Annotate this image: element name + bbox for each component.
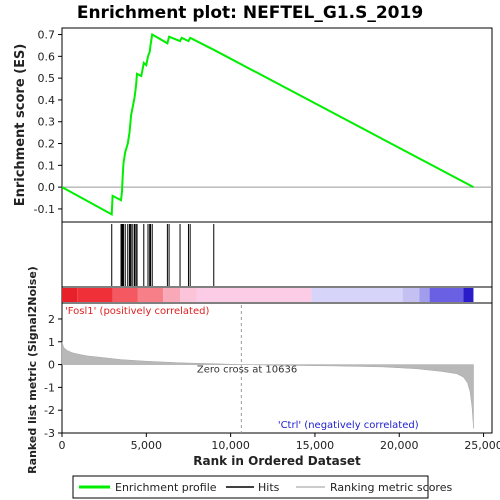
rank-bar-segment bbox=[311, 288, 403, 302]
x-tick-label: 20,000 bbox=[380, 439, 419, 452]
x-tick-label: 25,000 bbox=[464, 439, 500, 452]
metric-y-tick-label: -1 bbox=[44, 381, 55, 394]
es-y-tick-label: 0.3 bbox=[38, 116, 56, 129]
x-tick-label: 15,000 bbox=[296, 439, 335, 452]
es-y-tick-label: 0.1 bbox=[38, 159, 56, 172]
es-y-tick-label: 0.0 bbox=[38, 181, 56, 194]
rank-bar-segment bbox=[137, 288, 164, 302]
rank-bar-segment bbox=[429, 288, 464, 302]
rank-bar-segment bbox=[163, 288, 181, 302]
legend-enrichment-label: Enrichment profile bbox=[115, 481, 217, 494]
rank-bar-panel bbox=[61, 286, 493, 304]
negative-label: 'Ctrl' (negatively correlated) bbox=[278, 420, 419, 431]
es-panel: -0.1 0.0 0.1 0.2 0.3 0.4 0.5 0.6 0.7 bbox=[34, 27, 493, 223]
metric-y-tick-label: -3 bbox=[44, 427, 55, 440]
legend-hits-label: Hits bbox=[258, 481, 280, 494]
x-axis-label: Rank in Ordered Dataset bbox=[193, 454, 361, 468]
rank-bar-segment bbox=[112, 288, 138, 302]
legend-ranking-label: Ranking metric scores bbox=[330, 481, 452, 494]
x-tick-label: 0 bbox=[59, 439, 66, 452]
hits-panel bbox=[61, 221, 493, 288]
x-axis: 0 5,000 10,000 15,000 20,000 25,000 bbox=[59, 433, 500, 452]
es-y-tick-label: 0.7 bbox=[38, 29, 56, 42]
metric-y-tick-label: 0 bbox=[48, 359, 55, 372]
metric-y-axis-label: Ranked list metric (Signal2Noise) bbox=[26, 266, 39, 474]
es-line bbox=[61, 32, 474, 217]
es-y-tick-label: -0.1 bbox=[34, 203, 55, 216]
metric-y-tick-label: -2 bbox=[44, 404, 55, 417]
x-tick-label: 5,000 bbox=[131, 439, 163, 452]
rank-bar-segment bbox=[463, 288, 474, 302]
rank-bar-segment bbox=[77, 288, 113, 302]
rank-bar-segment bbox=[402, 288, 420, 302]
legend: Enrichment profile Hits Ranking metric s… bbox=[72, 475, 452, 499]
x-tick-label: 10,000 bbox=[211, 439, 250, 452]
rank-bar-segment bbox=[180, 288, 197, 302]
rank-bar-segment bbox=[62, 288, 78, 302]
chart-title: Enrichment plot: NEFTEL_G1.S_2019 bbox=[77, 3, 423, 23]
hits-frame bbox=[61, 221, 493, 288]
es-y-tick-label: 0.5 bbox=[38, 72, 56, 85]
rank-bar-segment bbox=[196, 288, 312, 302]
es-y-axis-label: Enrichment score (ES) bbox=[13, 44, 28, 207]
zero-cross-label: Zero cross at 10636 bbox=[197, 365, 297, 376]
ranking-metric-area bbox=[61, 341, 474, 429]
es-plot-frame bbox=[61, 27, 493, 223]
positive-label: 'Fosl1' (positively correlated) bbox=[65, 306, 209, 317]
metric-y-tick-label: 1 bbox=[48, 336, 55, 349]
metric-panel: 'Fosl1' (positively correlated) Zero cro… bbox=[44, 302, 493, 440]
es-y-tick-label: 0.6 bbox=[38, 50, 56, 63]
es-y-tick-label: 0.2 bbox=[38, 138, 56, 151]
metric-y-tick-label: 2 bbox=[48, 313, 55, 326]
rank-bar-segment bbox=[419, 288, 430, 302]
es-y-tick-label: 0.4 bbox=[38, 94, 56, 107]
